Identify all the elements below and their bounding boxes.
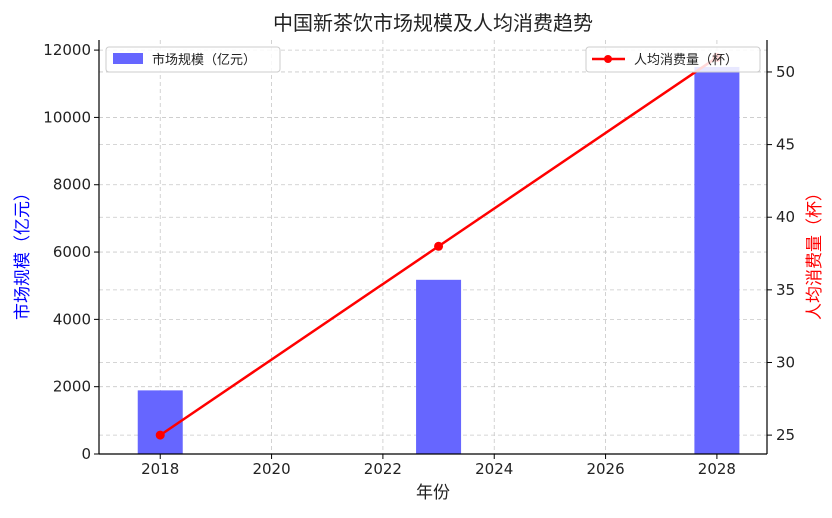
x-tick-label: 2018 (141, 460, 179, 478)
bar (416, 279, 462, 454)
left-tick-label: 0 (81, 445, 91, 463)
legend-line: 人均消费量（杯） (585, 46, 761, 73)
legend-bar-label: 市场规模（亿元） (152, 52, 256, 68)
left-axis-title: 市场规模（亿元） (13, 184, 33, 320)
right-tick-label: 25 (776, 426, 795, 444)
right-tick-label: 40 (776, 208, 795, 226)
legend-line-box (585, 46, 761, 73)
left-tick-label: 12000 (43, 41, 91, 59)
chart-title: 中国新茶饮市场规模及人均消费趋势 (273, 11, 593, 35)
legend-bar-swatch (113, 53, 143, 64)
legend-bar-box (105, 46, 281, 73)
left-tick-label: 4000 (53, 310, 91, 328)
x-tick-label: 2024 (475, 460, 513, 478)
legend-line-marker (604, 55, 612, 63)
right-tick-label: 35 (776, 281, 795, 299)
x-tick-label: 2026 (586, 460, 624, 478)
bar (137, 390, 183, 454)
axes: 2018 2020 2022 2024 2026 2028 0 2000 4000 6000 800… (43, 40, 795, 478)
x-tick-label: 2022 (364, 460, 402, 478)
x-tick-label: 2020 (252, 460, 290, 478)
bar (694, 66, 740, 455)
left-tick-label: 10000 (43, 108, 91, 126)
left-tick-label: 6000 (53, 243, 91, 261)
right-tick-label: 30 (776, 353, 795, 371)
x-tick-label: 2028 (698, 460, 736, 478)
right-tick-label: 50 (776, 63, 795, 81)
left-tick-label: 2000 (53, 378, 91, 396)
bar-series (137, 66, 740, 455)
right-tick-label: 45 (776, 136, 795, 154)
left-tick-label: 8000 (53, 176, 91, 194)
right-axis-title: 人均消费量（杯） (805, 184, 825, 320)
line-point (434, 241, 444, 251)
line-point (155, 430, 165, 440)
x-axis-title: 年份 (416, 483, 450, 503)
legend-line-label: 人均消费量（杯） (634, 53, 738, 68)
legend-bar: 市场规模（亿元） (105, 46, 281, 73)
